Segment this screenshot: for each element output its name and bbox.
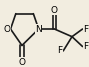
Text: F: F	[83, 25, 89, 34]
Text: F: F	[83, 42, 89, 51]
Text: F: F	[57, 46, 62, 55]
Text: O: O	[51, 6, 58, 15]
Text: O: O	[18, 58, 25, 67]
Text: O: O	[4, 25, 11, 34]
Text: N: N	[35, 25, 42, 34]
